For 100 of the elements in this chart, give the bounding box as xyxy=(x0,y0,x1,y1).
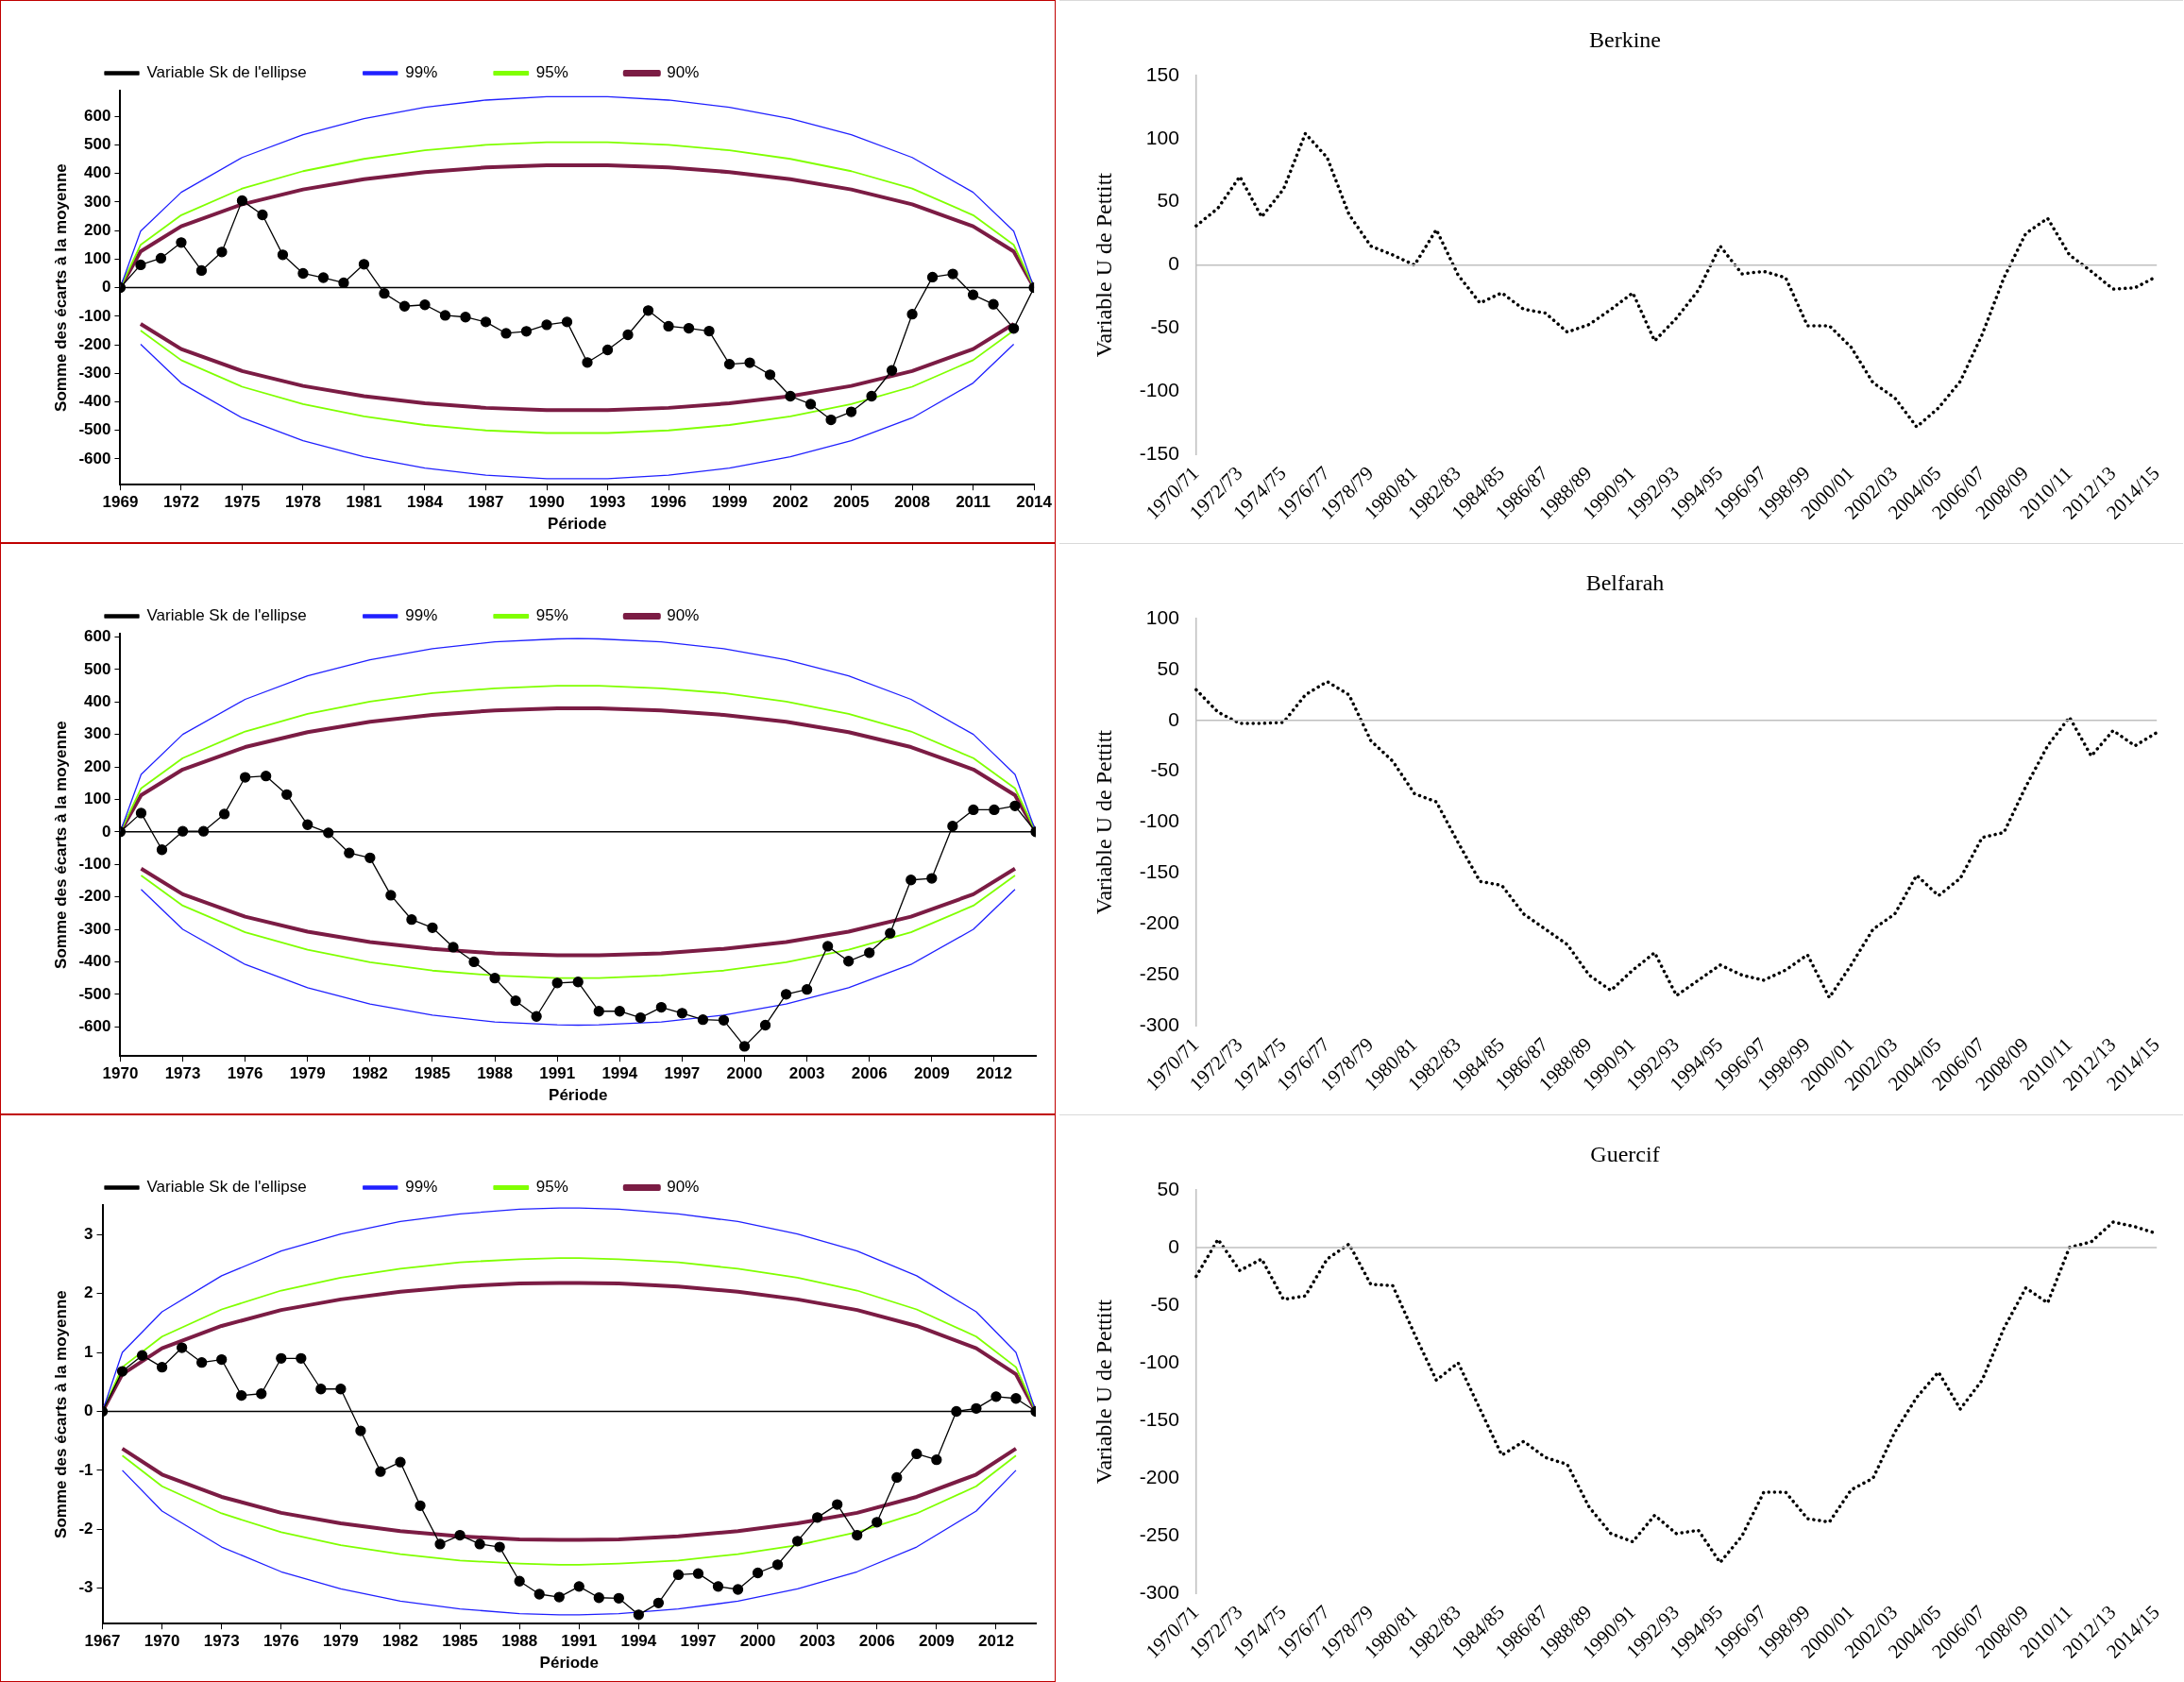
y-tick-label: 100 xyxy=(1145,605,1179,628)
chart-title: Guercif xyxy=(1590,1141,1660,1166)
x-tick-label: 1967 xyxy=(84,1632,121,1651)
y-tick-label: -150 xyxy=(1139,1408,1179,1430)
y-tick-label: 0 xyxy=(1168,707,1179,730)
y-axis-title: Somme des écarts à la moyenne xyxy=(51,1290,70,1538)
legend-label: 99% xyxy=(405,1178,438,1197)
x-tick-label: 1979 xyxy=(289,1064,326,1083)
y-tick-label: 200 xyxy=(84,220,111,239)
x-tick-label: 1991 xyxy=(561,1632,598,1651)
x-tick-label: 2006 xyxy=(851,1064,888,1083)
y-tick-label: 50 xyxy=(1157,1177,1179,1199)
x-tick-label: 1985 xyxy=(442,1632,478,1651)
x-tick-label: 2014 xyxy=(1016,493,1053,512)
y-tick-label: -100 xyxy=(1139,1350,1179,1372)
y-tick-label: 400 xyxy=(84,691,111,710)
chart-title: Belfarah xyxy=(1585,569,1665,595)
x-tick-label: 1997 xyxy=(664,1064,701,1083)
x-tick-label: 1969 xyxy=(102,493,139,512)
x-tick-label: 1993 xyxy=(589,493,626,512)
x-tick-label: 2003 xyxy=(799,1632,836,1651)
x-tick-label: 1994 xyxy=(620,1632,657,1651)
y-tick-label: -50 xyxy=(1150,1292,1179,1315)
y-tick-label: 500 xyxy=(84,135,111,154)
y-axis-title: Somme des écarts à la moyenne xyxy=(51,721,70,969)
y-tick-label: 0 xyxy=(101,822,111,841)
y-tick-label: 600 xyxy=(84,106,111,125)
x-tick-label: 1981 xyxy=(346,493,382,512)
y-tick-label: 0 xyxy=(1168,1234,1179,1257)
y-tick-label: 500 xyxy=(84,659,111,678)
legend-label: Variable Sk de l'ellipse xyxy=(146,606,307,625)
x-tick-label: 1978 xyxy=(285,493,321,512)
x-tick-label: 1982 xyxy=(382,1632,418,1651)
y-tick-label: 50 xyxy=(1157,189,1179,212)
x-tick-label: 1976 xyxy=(262,1632,299,1651)
x-tick-label: 1982 xyxy=(351,1064,388,1083)
x-tick-label: 2009 xyxy=(918,1632,955,1651)
y-tick-label: -100 xyxy=(78,306,111,325)
y-tick-label: -600 xyxy=(78,1016,111,1035)
y-tick-label: -3 xyxy=(78,1578,93,1597)
y-tick-label: -500 xyxy=(78,984,111,1003)
x-tick-label: 1999 xyxy=(711,493,748,512)
y-tick-label: -500 xyxy=(78,420,111,439)
y-tick-label: 150 xyxy=(1145,62,1179,85)
y-tick-label: 400 xyxy=(84,163,111,182)
x-tick-label: 2003 xyxy=(788,1064,825,1083)
y-tick-label: -300 xyxy=(1139,1581,1179,1604)
x-tick-label: 1991 xyxy=(539,1064,576,1083)
x-tick-label: 2009 xyxy=(913,1064,950,1083)
y-tick-label: -50 xyxy=(1150,758,1179,781)
y-tick-label: -2 xyxy=(78,1520,93,1538)
legend-label: Variable Sk de l'ellipse xyxy=(146,63,307,82)
y-tick-label: 100 xyxy=(1145,126,1179,148)
x-tick-label: 1972 xyxy=(163,493,199,512)
x-tick-label: 1997 xyxy=(680,1632,717,1651)
x-tick-label: 1985 xyxy=(415,1064,450,1083)
x-tick-label: 1973 xyxy=(203,1632,240,1651)
x-axis-title: Période xyxy=(549,1086,608,1105)
y-tick-label: -150 xyxy=(1139,860,1179,883)
y-tick-label: -300 xyxy=(78,919,111,938)
legend-label: 95% xyxy=(535,1178,568,1197)
y-tick-label: 0 xyxy=(1168,252,1179,275)
y-tick-label: 1 xyxy=(84,1342,93,1361)
x-tick-label: 2000 xyxy=(739,1632,776,1651)
y-tick-label: -100 xyxy=(1139,809,1179,832)
x-axis-title: Période xyxy=(548,515,607,534)
y-tick-label: 3 xyxy=(84,1224,93,1243)
x-tick-label: 1988 xyxy=(501,1632,538,1651)
y-tick-label: -50 xyxy=(1150,315,1179,338)
y-tick-label: -100 xyxy=(78,854,111,873)
y-tick-label: -100 xyxy=(1139,379,1179,401)
y-axis-title: Variable U de Pettitt xyxy=(1091,1299,1116,1485)
x-tick-label: 1973 xyxy=(164,1064,201,1083)
legend-label: 90% xyxy=(667,606,700,625)
x-tick-label: 1976 xyxy=(227,1064,263,1083)
x-tick-label: 1988 xyxy=(477,1064,513,1083)
x-tick-label: 1984 xyxy=(407,493,444,512)
x-tick-label: 2008 xyxy=(894,493,930,512)
y-tick-label: -400 xyxy=(78,392,111,411)
x-tick-label: 2006 xyxy=(858,1632,895,1651)
y-tick-label: 300 xyxy=(84,724,111,743)
y-tick-label: 200 xyxy=(84,756,111,775)
legend-label: 99% xyxy=(405,63,438,82)
x-tick-label: 2002 xyxy=(772,493,808,512)
y-axis-title: Somme des écarts à la moyenne xyxy=(51,163,70,412)
y-tick-label: 50 xyxy=(1157,656,1179,679)
y-tick-label: -1 xyxy=(78,1460,93,1479)
y-tick-label: -600 xyxy=(78,449,111,467)
y-tick-label: 600 xyxy=(84,627,111,646)
x-tick-label: 1990 xyxy=(529,493,565,512)
x-tick-label: 1994 xyxy=(601,1064,638,1083)
x-tick-label: 1996 xyxy=(651,493,686,512)
legend-label: Variable Sk de l'ellipse xyxy=(146,1178,307,1197)
x-tick-label: 1979 xyxy=(322,1632,359,1651)
y-tick-label: -300 xyxy=(78,363,111,382)
y-tick-label: -250 xyxy=(1139,1523,1179,1546)
y-tick-label: -300 xyxy=(1139,1013,1179,1036)
x-tick-label: 1987 xyxy=(467,493,504,512)
x-axis-title: Période xyxy=(539,1654,599,1673)
y-tick-label: -250 xyxy=(1139,962,1179,985)
